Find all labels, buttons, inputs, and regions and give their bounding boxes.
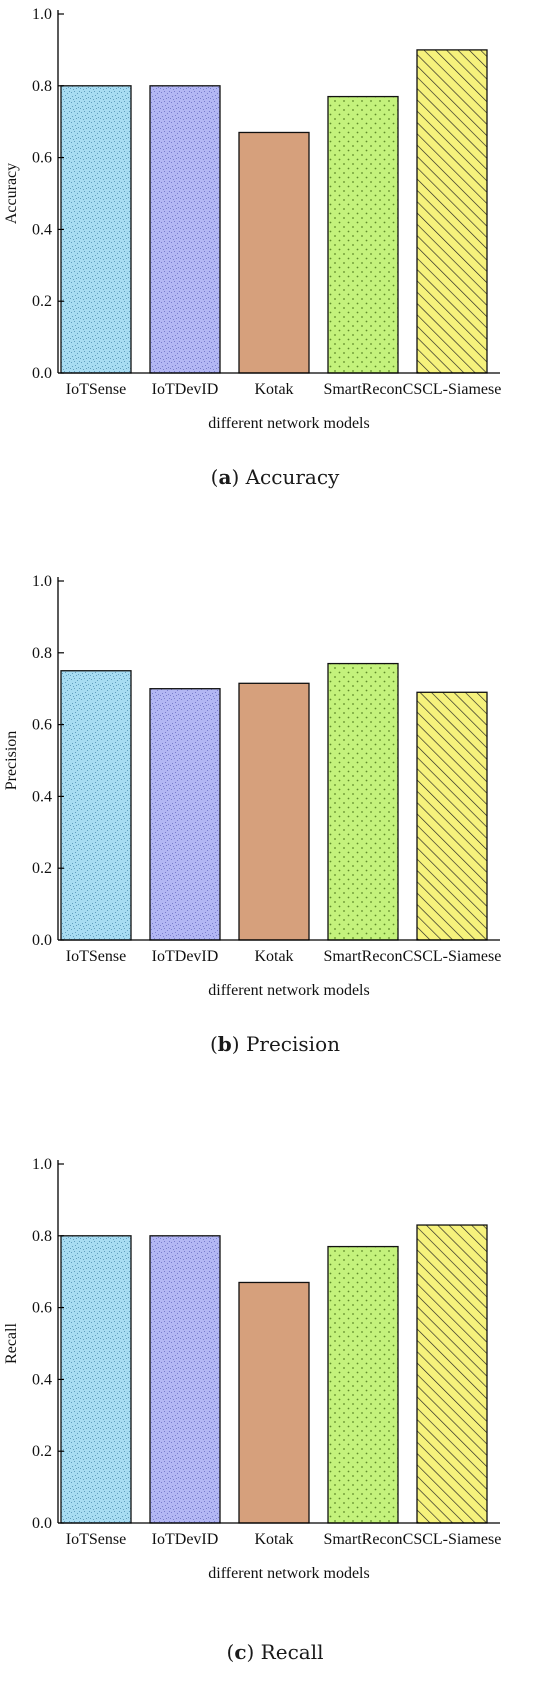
x-tick-label: SmartRecon [323, 381, 402, 398]
panel-accuracy: 0.0 0.2 0.4 0.6 0.8 1.0 IoTSense IoTDevID Kotak S… [0, 0, 550, 460]
caption-precision: (b) Precision [209, 1032, 340, 1056]
x-axis-title: different network models [208, 982, 369, 999]
y-tick-label: 0.8 [32, 1228, 52, 1245]
caption-text: Recall [260, 1640, 324, 1664]
x-tick-label: IoTSense [66, 1531, 126, 1548]
y-tick-label: 0.0 [32, 365, 52, 382]
x-axis-title: different network models [208, 415, 369, 432]
x-tick-label: SmartRecon [323, 948, 402, 965]
y-axis-title: Precision [3, 731, 20, 791]
y-tick-label: 0.2 [32, 860, 52, 877]
y-axis-title: Accuracy [3, 163, 20, 224]
y-tick-label: 0.6 [32, 717, 52, 734]
bar-smartrecon [327, 1245, 399, 1524]
caption-text: Accuracy [245, 465, 340, 489]
y-tick-label: 0.0 [32, 932, 52, 949]
bar-smartrecon [327, 662, 399, 941]
x-tick-label: Kotak [254, 948, 293, 965]
y-tick-label: 0.6 [32, 1300, 52, 1317]
bar-iotdevid [149, 688, 221, 941]
bar-kotak [238, 682, 310, 941]
x-tick-label: IoTDevID [152, 381, 219, 398]
y-tick-label: 1.0 [32, 573, 52, 590]
y-tick-label: 0.8 [32, 645, 52, 662]
x-tick-label: IoTSense [66, 381, 126, 398]
x-tick-label: IoTDevID [152, 1531, 219, 1548]
bar-iotdevid [149, 85, 221, 374]
x-tick-label: IoTSense [66, 948, 126, 965]
bar-kotak [238, 1281, 310, 1524]
caption-recall: (c) Recall [226, 1640, 324, 1664]
y-tick-label: 0.8 [32, 78, 52, 95]
bar-iotsense [60, 1235, 132, 1524]
y-tick-label: 0.2 [32, 293, 52, 310]
y-tick-label: 0.6 [32, 150, 52, 167]
bar-iotsense [60, 85, 132, 374]
x-tick-label: CSCL-Siamese [403, 1531, 502, 1548]
caption-letter: a [218, 465, 232, 489]
bar-smartrecon [327, 95, 399, 374]
y-axis-title: Recall [3, 1323, 20, 1364]
x-tick-label: IoTDevID [152, 948, 219, 965]
caption-letter: b [217, 1032, 232, 1056]
y-tick-label: 1.0 [32, 6, 52, 23]
y-tick-label: 0.2 [32, 1443, 52, 1460]
bar-cscl-siamese [416, 691, 488, 941]
bar-iotsense [60, 670, 132, 941]
x-tick-label: Kotak [254, 381, 293, 398]
chart-recall: 0.0 0.2 0.4 0.6 0.8 1.0 IoTSense IoTDevID Kotak S… [3, 1156, 502, 1582]
caption-letter: c [234, 1640, 247, 1664]
bar-cscl-siamese [416, 49, 488, 374]
y-tick-label: 0.4 [32, 221, 52, 238]
y-tick-label: 1.0 [32, 1156, 52, 1173]
bar-cscl-siamese [416, 1224, 488, 1524]
panel-precision: 0.0 0.2 0.4 0.6 0.8 1.0 IoTSense IoTDevID Kotak S… [0, 567, 550, 1027]
y-tick-label: 0.4 [32, 788, 52, 805]
caption-accuracy: (a) Accuracy [210, 465, 340, 489]
caption-text: Precision [245, 1032, 340, 1056]
bar-kotak [238, 131, 310, 374]
panel-recall: 0.0 0.2 0.4 0.6 0.8 1.0 IoTSense IoTDevID Kotak S… [0, 1150, 550, 1610]
x-tick-label: CSCL-Siamese [403, 381, 502, 398]
x-axis-title: different network models [208, 1565, 369, 1582]
x-tick-label: CSCL-Siamese [403, 948, 502, 965]
chart-accuracy: 0.0 0.2 0.4 0.6 0.8 1.0 IoTSense IoTDevID Kotak S… [3, 6, 502, 432]
chart-precision: 0.0 0.2 0.4 0.6 0.8 1.0 IoTSense IoTDevID Kotak S… [3, 573, 502, 999]
y-tick-label: 0.0 [32, 1515, 52, 1532]
y-tick-label: 0.4 [32, 1371, 52, 1388]
x-tick-label: SmartRecon [323, 1531, 402, 1548]
x-tick-label: Kotak [254, 1531, 293, 1548]
bar-iotdevid [149, 1235, 221, 1524]
